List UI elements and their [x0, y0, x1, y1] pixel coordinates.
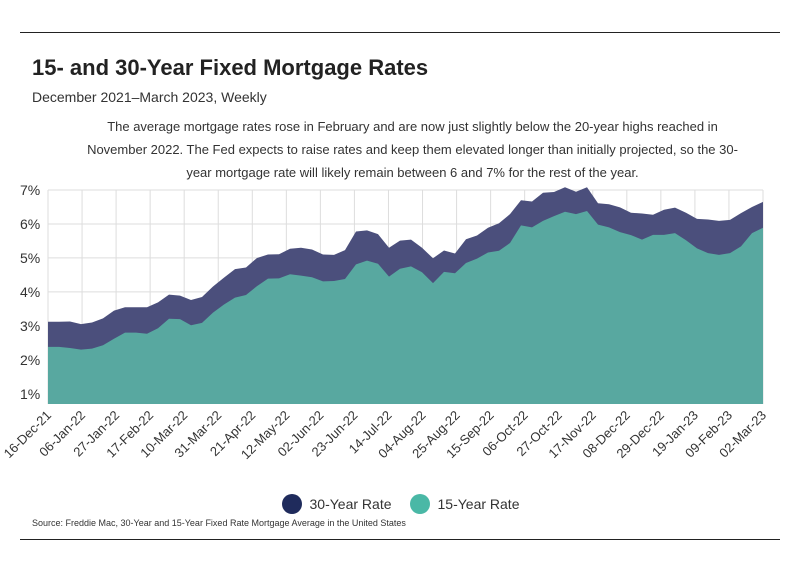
legend-item-30-year[interactable]: 30-Year Rate [281, 494, 392, 514]
y-tick-label: 6% [20, 216, 40, 232]
y-tick-label: 4% [20, 284, 40, 300]
source-note: Source: Freddie Mac, 30-Year and 15-Year… [32, 518, 406, 528]
y-tick-label: 2% [20, 352, 40, 368]
bottom-rule [20, 539, 780, 540]
y-tick-label: 7% [20, 182, 40, 198]
chart-subtitle: December 2021–March 2023, Weekly [32, 89, 267, 105]
top-rule [20, 32, 780, 33]
y-tick-label: 5% [20, 250, 40, 266]
chart-title: 15- and 30-Year Fixed Mortgage Rates [32, 55, 429, 80]
legend-item-15-year[interactable]: 15-Year Rate [409, 494, 520, 514]
legend-label-30-year: 30-Year Rate [309, 496, 392, 512]
legend-label-15-year: 15-Year Rate [437, 496, 520, 512]
chart-annotation: The average mortgage rates rose in Febru… [87, 119, 738, 180]
y-tick-label: 3% [20, 318, 40, 334]
y-tick-label: 1% [20, 386, 40, 402]
chart-legend: 30-Year Rate 15-Year Rate [0, 494, 801, 514]
legend-swatch-30-year [281, 494, 302, 514]
series-15-year-area [48, 211, 763, 404]
legend-swatch-15-year [409, 494, 430, 514]
